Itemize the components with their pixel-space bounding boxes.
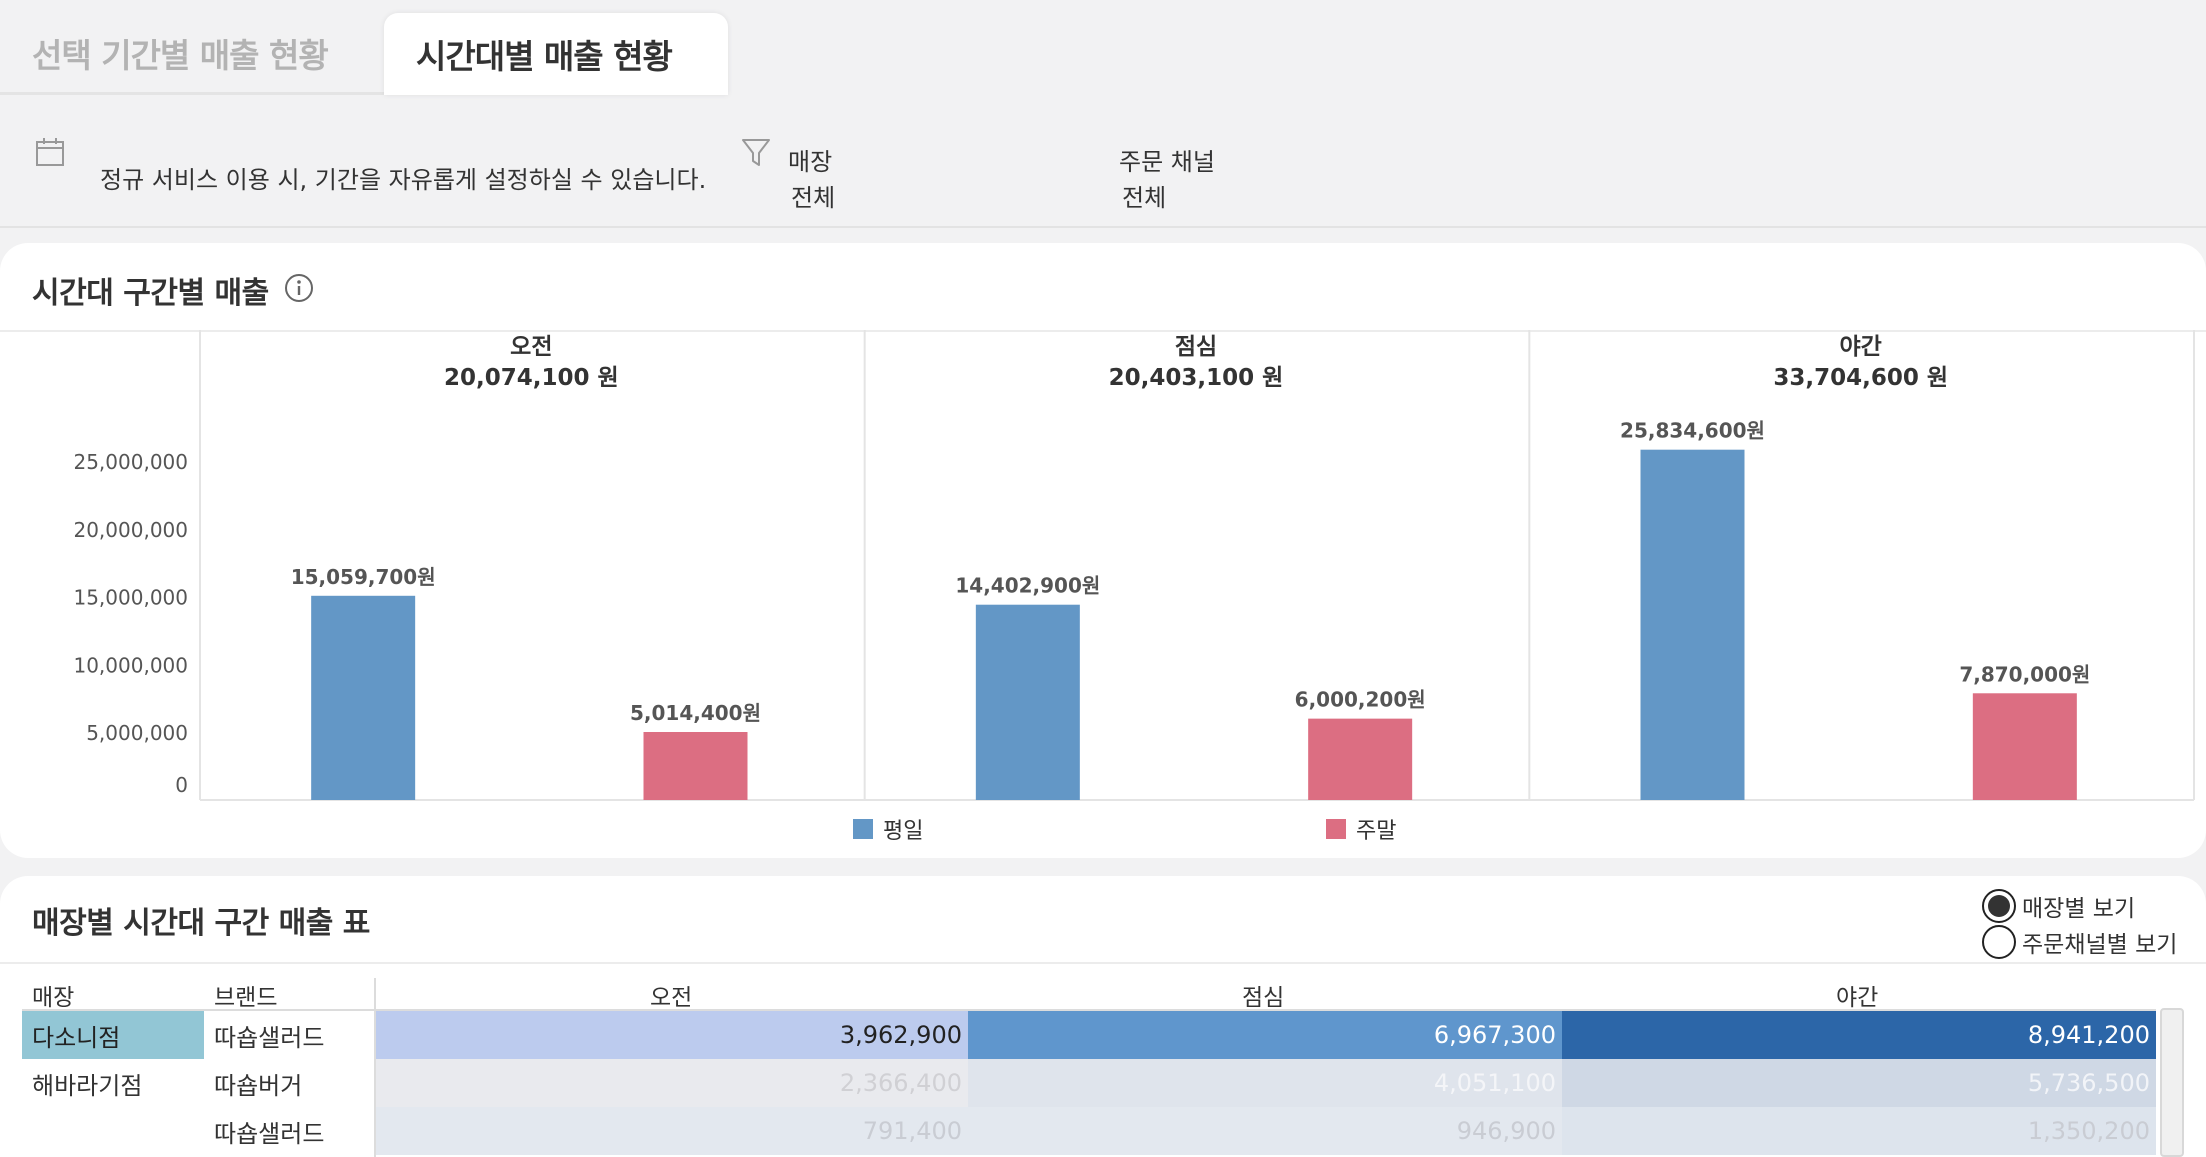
filter-icon[interactable] [740,136,772,170]
lunch-value-cell: 946,900 [968,1107,1562,1155]
header-morning: 오전 [650,985,693,1011]
morning-value-cell: 2,366,400 [376,1059,968,1107]
view-by-channel-label: 주문채널별 보기 [2022,932,2178,958]
y-tick-label: 20,000,000 [73,518,188,542]
legend-weekend-label: 주말 [1356,819,1397,844]
table-divider [0,962,2206,964]
lunch-value-cell: 6,967,300 [968,1011,1562,1059]
chart-section-title: 시간대 구간별 매출 [32,276,269,311]
category-label: 야간 [1840,334,1882,360]
channel-filter-value[interactable]: 전체 [1122,184,1167,212]
category-total-label: 20,403,100 원 [1109,365,1284,391]
brand-cell: 따숍샐러드 [214,1023,325,1052]
table-section-title: 매장별 시간대 구간 매출 표 [32,906,370,941]
y-tick-label: 15,000,000 [73,586,188,610]
chart-divider [0,330,2206,332]
lunch-value-cell: 4,051,100 [968,1059,1562,1107]
brand-cell: 따숍버거 [214,1071,303,1100]
bar-value-label: 15,059,700원 [291,565,436,589]
table-scrollbar[interactable] [2160,1008,2184,1157]
table-row[interactable]: 따숍샐러드 791,400 946,900 1,350,200 [22,1107,2156,1155]
view-by-channel-radio[interactable]: 주문채널별 보기 [1982,924,2177,960]
table-row[interactable]: 해바라기점 따숍버거 2,366,400 4,051,100 5,736,500 [22,1059,2156,1107]
bar-weekend [1972,693,2077,800]
store-cell [22,1107,204,1155]
bar-value-label: 7,870,000원 [1959,662,2090,686]
tab-hourly-sales[interactable]: 시간대별 매출 현황 [384,13,728,95]
info-icon[interactable] [284,273,314,303]
radio-unselected-icon[interactable] [1982,925,2016,959]
header-night: 야간 [1836,985,1879,1011]
calendar-icon[interactable] [34,136,66,168]
bar-value-label: 25,834,600원 [1620,419,1765,443]
bar-weekday [1640,449,1745,800]
table-header: 매장 브랜드 오전 점심 야간 [22,978,2156,1011]
store-filter-label: 매장 [788,148,833,176]
store-filter-value[interactable]: 전체 [791,184,836,212]
bar-value-label: 6,000,200원 [1295,688,1426,712]
morning-value-cell: 3,962,900 [376,1011,968,1059]
tab-period-sales[interactable]: 선택 기간별 매출 현황 [0,13,384,95]
legend-weekday-swatch [853,819,873,839]
store-cell: 해바라기점 [32,1071,143,1100]
header-brand: 브랜드 [214,985,278,1011]
channel-filter-label: 주문 채널 [1119,148,1215,176]
night-value-cell: 1,350,200 [1562,1107,2156,1155]
y-tick-label: 5,000,000 [86,721,188,745]
bar-weekday [311,595,416,800]
category-label: 오전 [510,334,552,360]
y-tick-label: 0 [175,773,188,797]
radio-selected-icon[interactable] [1982,889,2016,923]
bar-weekend [1308,718,1413,800]
night-value-cell: 5,736,500 [1562,1059,2156,1107]
tab-bar: 선택 기간별 매출 현황 시간대별 매출 현황 [0,13,728,95]
header-store: 매장 [32,985,75,1011]
hourly-sales-bar-chart: 0 5,000,000 10,000,000 15,000,000 20,000,000… [73,330,2195,801]
header-lunch: 점심 [1242,985,1285,1011]
legend-weekday: 평일 [853,813,923,845]
bar-weekday [975,604,1080,800]
table-row[interactable]: 다소니점 따숍샐러드 3,962,900 6,967,300 8,941,200 [22,1011,2156,1059]
category-label: 점심 [1175,334,1217,360]
y-tick-label: 10,000,000 [73,653,188,677]
store-cell: 다소니점 [22,1011,204,1059]
legend-weekday-label: 평일 [883,819,924,844]
period-notice: 정규 서비스 이용 시, 기간을 자유롭게 설정하실 수 있습니다. [100,166,707,194]
filter-bar: 정규 서비스 이용 시, 기간을 자유롭게 설정하실 수 있습니다. 매장 전체… [0,120,2206,228]
y-tick-label: 25,000,000 [73,450,188,474]
column-separator [374,978,376,1157]
bar-weekend [643,732,748,800]
bar-value-label: 5,014,400원 [630,701,761,725]
category-total-label: 20,074,100 원 [444,365,619,391]
night-value-cell: 8,941,200 [1562,1011,2156,1059]
legend-weekend-swatch [1326,819,1346,839]
bar-value-label: 14,402,900원 [955,574,1100,598]
legend-weekend: 주말 [1326,813,1396,845]
view-by-store-radio[interactable]: 매장별 보기 [1982,888,2177,924]
view-mode-radio-group: 매장별 보기 주문채널별 보기 [1982,888,2177,960]
category-total-label: 33,704,600 원 [1773,365,1948,391]
brand-cell: 따숍샐러드 [214,1119,325,1148]
view-by-store-label: 매장별 보기 [2022,896,2136,922]
morning-value-cell: 791,400 [376,1107,968,1155]
